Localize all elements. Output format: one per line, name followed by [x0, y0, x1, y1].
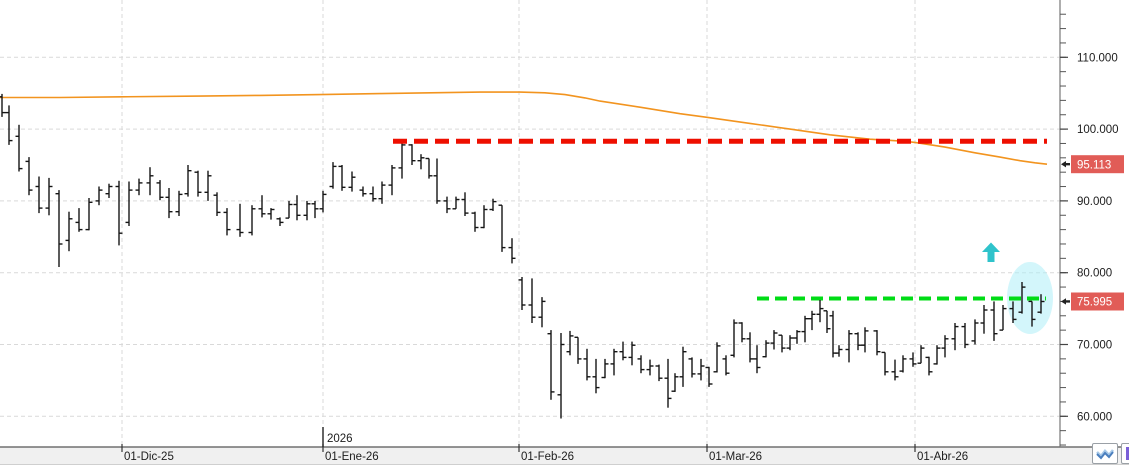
x-axis-label: 01-Ene-26	[325, 451, 379, 463]
partial-button[interactable]	[1121, 443, 1129, 464]
up-arrow-icon	[987, 252, 995, 262]
y-axis-label: 110.000	[1077, 52, 1118, 64]
chart-style-button[interactable]	[1092, 443, 1118, 464]
y-axis-label: 80.000	[1077, 268, 1112, 280]
y-axis-label: 60.000	[1077, 411, 1112, 423]
partial-purple-icon	[1126, 447, 1129, 460]
price-badge	[1071, 155, 1124, 174]
x-axis-label: 01-Abr-26	[917, 451, 968, 463]
y-axis-label: 100.000	[1077, 124, 1119, 136]
x-axis-label: 01-Mar-26	[709, 451, 762, 463]
year-label: 2026	[327, 433, 353, 445]
up-arrow-icon	[982, 242, 1000, 252]
x-axis-strip	[0, 447, 1129, 464]
price-badge-label: 75.995	[1077, 297, 1112, 309]
y-axis-label: 90.000	[1077, 196, 1112, 208]
ohlc-bars	[0, 93, 1045, 419]
price-badge-label: 95.113	[1077, 159, 1111, 171]
zigzag-wave-icon	[1096, 449, 1114, 460]
x-axis-label: 01-Feb-26	[521, 451, 574, 463]
moving-average-line	[0, 91, 1048, 165]
badge-pointer-arrow	[1061, 160, 1070, 168]
badge-pointer-arrow	[1061, 298, 1070, 305]
x-axis-label: 01-Dic-25	[124, 451, 174, 463]
price-badge	[1071, 292, 1124, 311]
y-axis-label: 70.000	[1077, 340, 1112, 352]
